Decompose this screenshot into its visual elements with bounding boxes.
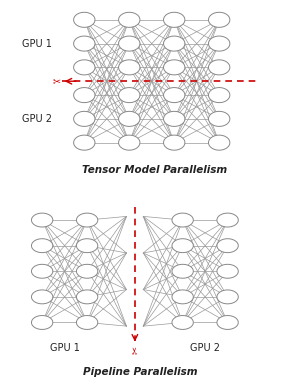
Polygon shape [217,213,238,227]
Polygon shape [164,135,185,150]
Text: ✂: ✂ [52,76,60,86]
Polygon shape [209,60,230,75]
Polygon shape [217,264,238,278]
Text: GPU 1: GPU 1 [50,343,80,353]
Polygon shape [217,239,238,253]
Polygon shape [172,315,193,330]
Polygon shape [209,88,230,102]
Polygon shape [164,111,185,126]
Polygon shape [164,88,185,102]
Polygon shape [172,213,193,227]
Text: GPU 2: GPU 2 [22,114,51,124]
Text: ✂: ✂ [130,346,140,354]
Text: Pipeline Parallelism: Pipeline Parallelism [83,367,198,377]
Polygon shape [31,213,53,227]
Polygon shape [209,12,230,27]
Polygon shape [172,290,193,304]
Polygon shape [119,60,140,75]
Polygon shape [76,213,98,227]
Polygon shape [31,315,53,330]
Polygon shape [164,12,185,27]
Polygon shape [209,111,230,126]
Polygon shape [31,264,53,278]
Polygon shape [209,36,230,51]
Text: GPU 2: GPU 2 [190,343,220,353]
Polygon shape [119,135,140,150]
Polygon shape [164,36,185,51]
Polygon shape [76,290,98,304]
Polygon shape [31,239,53,253]
Polygon shape [172,239,193,253]
Polygon shape [76,239,98,253]
Polygon shape [74,135,95,150]
Polygon shape [119,88,140,102]
Polygon shape [74,36,95,51]
Polygon shape [119,36,140,51]
Polygon shape [31,290,53,304]
Polygon shape [119,12,140,27]
Polygon shape [76,315,98,330]
Polygon shape [164,60,185,75]
Polygon shape [172,264,193,278]
Polygon shape [74,60,95,75]
Polygon shape [209,135,230,150]
Polygon shape [217,315,238,330]
Text: Tensor Model Parallelism: Tensor Model Parallelism [82,165,227,175]
Polygon shape [74,12,95,27]
Polygon shape [76,264,98,278]
Polygon shape [74,88,95,102]
Text: GPU 1: GPU 1 [22,38,51,49]
Polygon shape [74,111,95,126]
Polygon shape [217,290,238,304]
Polygon shape [119,111,140,126]
